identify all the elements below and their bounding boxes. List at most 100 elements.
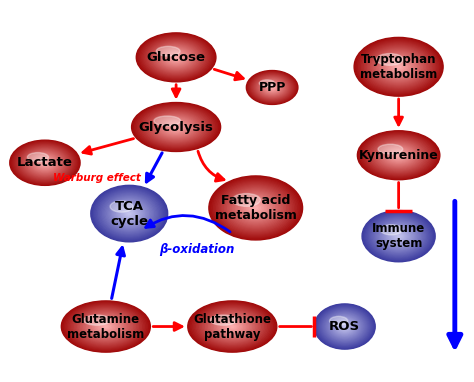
Ellipse shape xyxy=(17,145,73,181)
Ellipse shape xyxy=(320,308,369,345)
Ellipse shape xyxy=(381,55,417,79)
Ellipse shape xyxy=(370,138,428,172)
Ellipse shape xyxy=(394,64,403,70)
Ellipse shape xyxy=(375,220,422,253)
Ellipse shape xyxy=(392,151,405,159)
Ellipse shape xyxy=(108,197,151,230)
Ellipse shape xyxy=(142,36,210,79)
Ellipse shape xyxy=(334,318,356,335)
Ellipse shape xyxy=(249,72,295,103)
Ellipse shape xyxy=(172,55,180,60)
Ellipse shape xyxy=(102,194,156,233)
Ellipse shape xyxy=(215,316,250,337)
Text: ROS: ROS xyxy=(329,320,360,333)
Ellipse shape xyxy=(380,223,417,249)
Ellipse shape xyxy=(259,80,275,87)
Ellipse shape xyxy=(381,145,417,166)
Ellipse shape xyxy=(243,199,268,217)
Ellipse shape xyxy=(25,150,65,176)
Ellipse shape xyxy=(127,212,132,215)
Ellipse shape xyxy=(172,125,181,129)
Ellipse shape xyxy=(373,218,424,254)
Ellipse shape xyxy=(146,39,207,76)
Ellipse shape xyxy=(87,316,125,338)
Ellipse shape xyxy=(384,57,413,76)
Ellipse shape xyxy=(66,303,146,350)
Ellipse shape xyxy=(81,312,131,341)
Ellipse shape xyxy=(113,201,146,226)
Ellipse shape xyxy=(160,118,192,136)
Ellipse shape xyxy=(362,210,435,262)
Ellipse shape xyxy=(223,186,289,230)
Ellipse shape xyxy=(140,107,212,147)
Ellipse shape xyxy=(265,83,279,92)
Ellipse shape xyxy=(218,182,293,233)
Ellipse shape xyxy=(38,158,52,167)
Ellipse shape xyxy=(135,104,218,150)
Ellipse shape xyxy=(198,307,266,346)
Ellipse shape xyxy=(383,146,414,164)
Ellipse shape xyxy=(379,54,418,79)
Ellipse shape xyxy=(64,303,147,350)
Ellipse shape xyxy=(372,49,425,84)
Ellipse shape xyxy=(69,305,143,348)
Ellipse shape xyxy=(378,143,419,167)
Ellipse shape xyxy=(156,45,196,70)
Ellipse shape xyxy=(149,112,203,142)
Ellipse shape xyxy=(44,162,46,163)
Ellipse shape xyxy=(357,39,440,94)
Text: Warburg effect: Warburg effect xyxy=(53,173,140,183)
Ellipse shape xyxy=(152,114,200,140)
Ellipse shape xyxy=(234,193,278,223)
Ellipse shape xyxy=(254,76,290,99)
Ellipse shape xyxy=(139,107,213,147)
Ellipse shape xyxy=(329,316,348,325)
Ellipse shape xyxy=(124,210,135,217)
Ellipse shape xyxy=(41,160,48,165)
Ellipse shape xyxy=(204,310,261,343)
Ellipse shape xyxy=(262,81,283,94)
Ellipse shape xyxy=(374,50,424,83)
Ellipse shape xyxy=(209,313,256,340)
Ellipse shape xyxy=(82,313,129,340)
Ellipse shape xyxy=(143,37,210,78)
Ellipse shape xyxy=(188,301,277,352)
Ellipse shape xyxy=(317,306,372,347)
Ellipse shape xyxy=(253,206,259,210)
Ellipse shape xyxy=(94,320,118,333)
Ellipse shape xyxy=(101,324,110,329)
Ellipse shape xyxy=(383,225,414,247)
Ellipse shape xyxy=(154,115,198,139)
Ellipse shape xyxy=(387,59,410,74)
Ellipse shape xyxy=(117,204,142,223)
Ellipse shape xyxy=(336,320,354,333)
Ellipse shape xyxy=(145,110,207,144)
Ellipse shape xyxy=(26,151,64,175)
Ellipse shape xyxy=(43,161,47,164)
Ellipse shape xyxy=(360,133,437,178)
Ellipse shape xyxy=(220,183,292,233)
Ellipse shape xyxy=(118,205,141,222)
Ellipse shape xyxy=(342,324,348,329)
Ellipse shape xyxy=(213,316,252,338)
Ellipse shape xyxy=(392,231,406,241)
Ellipse shape xyxy=(385,227,412,246)
Ellipse shape xyxy=(120,207,138,220)
Ellipse shape xyxy=(93,187,165,240)
Ellipse shape xyxy=(232,194,260,206)
Ellipse shape xyxy=(170,53,183,62)
Ellipse shape xyxy=(358,40,438,93)
Ellipse shape xyxy=(237,195,274,221)
Ellipse shape xyxy=(123,209,136,218)
Ellipse shape xyxy=(106,197,152,230)
Ellipse shape xyxy=(248,72,296,103)
Ellipse shape xyxy=(252,74,292,100)
Ellipse shape xyxy=(253,75,291,100)
Ellipse shape xyxy=(156,46,180,56)
Ellipse shape xyxy=(359,131,438,179)
Ellipse shape xyxy=(12,142,78,184)
Ellipse shape xyxy=(154,44,199,71)
Ellipse shape xyxy=(367,136,430,174)
Ellipse shape xyxy=(248,202,264,213)
Ellipse shape xyxy=(261,80,283,95)
